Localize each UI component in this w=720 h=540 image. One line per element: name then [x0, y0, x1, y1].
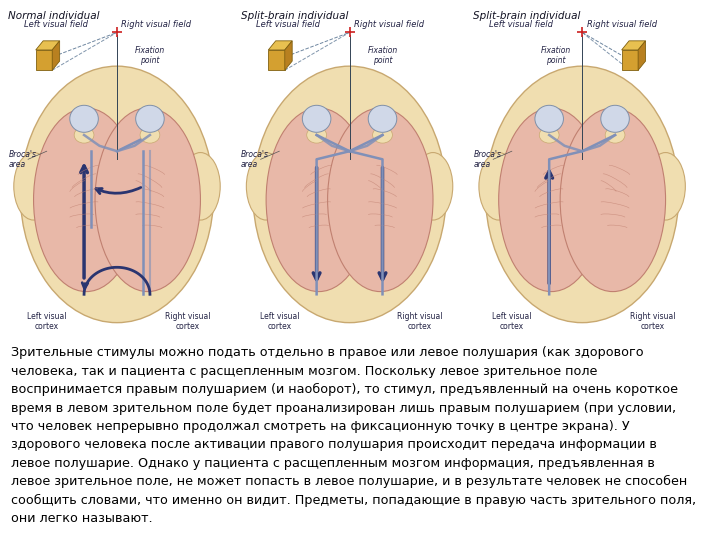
Text: здорового человека после активации правого полушария происходит передача информа: здорового человека после активации право… [11, 438, 657, 451]
Text: Normal individual: Normal individual [9, 11, 100, 21]
Text: Broca's
area: Broca's area [474, 150, 501, 169]
Ellipse shape [74, 127, 94, 143]
Text: Right visual field: Right visual field [122, 20, 192, 29]
Text: Right visual
cortex: Right visual cortex [397, 312, 443, 331]
Text: Fixation
point: Fixation point [135, 46, 165, 65]
Polygon shape [36, 41, 60, 50]
Ellipse shape [135, 105, 164, 132]
Text: левое зрительное поле, не может попасть в левое полушарие, и в результате челове: левое зрительное поле, не может попасть … [11, 475, 687, 488]
Text: Broca's
area: Broca's area [241, 150, 269, 169]
Text: Right visual
cortex: Right visual cortex [630, 312, 675, 331]
Text: Right visual field: Right visual field [354, 20, 424, 29]
Polygon shape [269, 41, 292, 50]
Text: они легко называют.: они легко называют. [11, 512, 153, 525]
Ellipse shape [535, 105, 564, 132]
Text: Left visual
cortex: Left visual cortex [27, 312, 66, 331]
Ellipse shape [479, 152, 518, 220]
Ellipse shape [560, 108, 665, 292]
Text: что человек непрерывно продолжал смотреть на фиксационную точку в центре экрана): что человек непрерывно продолжал смотрет… [11, 420, 629, 433]
Ellipse shape [373, 127, 392, 143]
Polygon shape [621, 41, 646, 50]
Ellipse shape [95, 108, 200, 292]
Ellipse shape [181, 152, 220, 220]
Ellipse shape [34, 108, 139, 292]
Polygon shape [53, 41, 60, 70]
Ellipse shape [140, 127, 160, 143]
Ellipse shape [246, 152, 286, 220]
Polygon shape [621, 50, 638, 70]
Ellipse shape [253, 66, 446, 322]
Text: Зрительные стимулы можно подать отдельно в правое или левое полушария (как здоро: Зрительные стимулы можно подать отдельно… [11, 346, 644, 359]
Ellipse shape [20, 66, 214, 322]
Ellipse shape [266, 108, 372, 292]
Ellipse shape [485, 66, 679, 322]
Ellipse shape [600, 105, 629, 132]
Ellipse shape [539, 127, 559, 143]
Text: сообщить словами, что именно он видит. Предметы, попадающие в правую часть зрите: сообщить словами, что именно он видит. П… [11, 494, 696, 507]
Text: Fixation
point: Fixation point [367, 46, 397, 65]
Text: Right visual
cortex: Right visual cortex [165, 312, 210, 331]
Ellipse shape [606, 127, 625, 143]
Ellipse shape [14, 152, 53, 220]
Text: Right visual field: Right visual field [587, 20, 657, 29]
Text: Left visual
cortex: Left visual cortex [259, 312, 299, 331]
Ellipse shape [302, 105, 331, 132]
Text: Split-brain individual: Split-brain individual [241, 11, 348, 21]
Polygon shape [36, 50, 53, 70]
Text: Broca's
area: Broca's area [9, 150, 36, 169]
Text: Left visual field: Left visual field [24, 20, 88, 29]
Ellipse shape [70, 105, 99, 132]
Ellipse shape [413, 152, 453, 220]
Text: Left visual field: Left visual field [256, 20, 320, 29]
Polygon shape [269, 50, 285, 70]
Ellipse shape [646, 152, 685, 220]
Text: Left visual field: Left visual field [489, 20, 553, 29]
Text: Fixation
point: Fixation point [541, 46, 571, 65]
Text: человека, так и пациента с расщепленным мозгом. Поскольку левое зрительное поле: человека, так и пациента с расщепленным … [11, 364, 597, 377]
Text: левое полушарие. Однако у пациента с расщепленным мозгом информация, предъявленн: левое полушарие. Однако у пациента с рас… [11, 457, 654, 470]
Ellipse shape [499, 108, 604, 292]
Text: Split-brain individual: Split-brain individual [474, 11, 581, 21]
Text: Left visual
cortex: Left visual cortex [492, 312, 531, 331]
Text: время в левом зрительном поле будет проанализирован лишь правым полушарием (при : время в левом зрительном поле будет проа… [11, 401, 676, 415]
Text: воспринимается правым полушарием (и наоборот), то стимул, предъявленный на очень: воспринимается правым полушарием (и наоб… [11, 383, 678, 396]
Ellipse shape [328, 108, 433, 292]
Ellipse shape [368, 105, 397, 132]
Polygon shape [638, 41, 646, 70]
Polygon shape [285, 41, 292, 70]
Ellipse shape [307, 127, 326, 143]
